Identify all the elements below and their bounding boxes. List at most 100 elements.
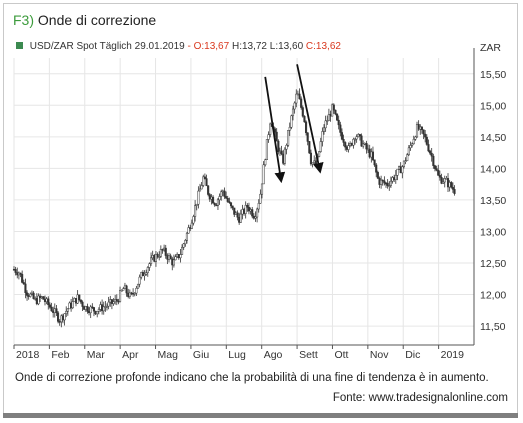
candle — [12, 266, 16, 271]
x-tick-label: Mag — [158, 349, 179, 361]
candle — [229, 202, 233, 209]
x-tick-label: Dic — [405, 349, 420, 361]
candle — [332, 103, 335, 114]
candle — [61, 313, 64, 324]
candle — [383, 176, 386, 186]
candle — [347, 142, 350, 153]
candle — [309, 149, 313, 166]
y-tick-label: 14,00 — [480, 163, 506, 175]
candle — [158, 251, 161, 261]
candle — [99, 301, 102, 312]
candle — [362, 140, 365, 149]
candle — [216, 198, 220, 211]
candle — [339, 121, 342, 137]
candle — [43, 295, 47, 306]
candle — [150, 252, 153, 266]
candle — [221, 189, 224, 197]
candle — [145, 269, 148, 276]
y-axis-label: ZAR — [480, 42, 501, 54]
candle — [342, 134, 345, 147]
candle — [198, 183, 202, 192]
candle — [291, 105, 295, 121]
candle — [125, 284, 128, 297]
x-tick-label: Mar — [87, 349, 106, 361]
candle — [176, 252, 179, 259]
candle — [195, 203, 198, 211]
candle — [79, 299, 82, 305]
candle — [241, 204, 244, 220]
candle — [231, 205, 234, 211]
candle — [340, 128, 344, 141]
candle — [192, 214, 195, 226]
candle-layer — [12, 88, 456, 328]
candle — [143, 270, 146, 281]
y-tick-label: 13,00 — [480, 226, 506, 238]
candle — [26, 290, 29, 301]
candle — [334, 109, 337, 116]
candle — [122, 286, 125, 291]
candle — [308, 141, 311, 154]
candle — [200, 181, 203, 190]
candle — [293, 101, 296, 114]
candle — [415, 121, 419, 138]
candle — [252, 213, 255, 220]
candle — [363, 142, 366, 146]
x-tick-label: Lug — [228, 349, 246, 361]
candle — [285, 143, 288, 155]
legend-hlc: H:13,72 L:13,60 — [231, 41, 304, 52]
y-tick-label: 15,00 — [480, 100, 506, 112]
candle — [19, 272, 22, 278]
candle — [267, 131, 270, 143]
candle — [394, 169, 397, 184]
candle — [355, 134, 358, 143]
candle — [239, 209, 242, 223]
candle — [91, 303, 94, 310]
candle — [120, 289, 123, 292]
candle — [396, 168, 399, 181]
candle — [264, 158, 267, 167]
candle — [337, 115, 340, 130]
candle — [190, 219, 193, 230]
candle — [202, 174, 205, 188]
candle — [22, 279, 25, 285]
candle — [45, 296, 48, 305]
candle — [353, 137, 357, 145]
candle — [432, 153, 435, 169]
candle — [167, 252, 171, 263]
figure-number: F3) — [13, 12, 34, 28]
candle — [233, 207, 236, 218]
candle — [417, 120, 420, 131]
candle — [119, 286, 122, 303]
candle — [171, 256, 174, 271]
candle — [24, 278, 27, 299]
candle — [225, 191, 228, 199]
candle — [66, 308, 69, 316]
candle — [388, 181, 391, 191]
candle — [430, 148, 433, 162]
candle — [277, 139, 280, 155]
candle — [370, 148, 373, 163]
candle — [373, 159, 376, 167]
candle — [424, 129, 427, 143]
x-tick-label: Ago — [264, 349, 283, 361]
candle — [407, 145, 410, 157]
candle — [128, 289, 131, 299]
candle — [114, 294, 117, 305]
candle — [112, 298, 115, 306]
candle — [73, 297, 76, 302]
candle — [184, 238, 187, 247]
candle — [365, 140, 368, 154]
candle — [280, 145, 283, 156]
candle — [321, 127, 324, 147]
candle — [60, 314, 63, 328]
candle — [389, 176, 392, 188]
candle — [68, 301, 71, 310]
candle — [117, 298, 120, 305]
candle — [94, 310, 97, 315]
candle — [376, 170, 379, 180]
candle — [218, 193, 221, 205]
candle — [92, 307, 95, 317]
candle — [386, 179, 389, 189]
candle — [187, 224, 190, 234]
series-marker-icon — [16, 42, 23, 49]
